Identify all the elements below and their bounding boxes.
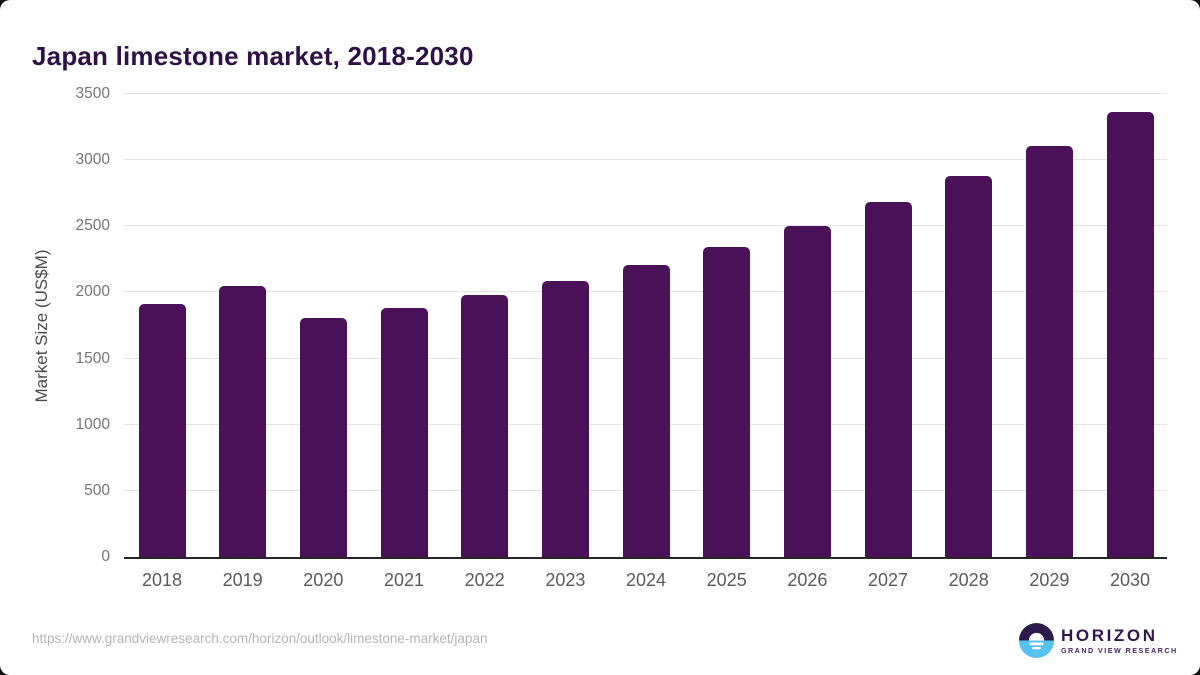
- plot-area: 0 500 1000 1500 2000 2500 3000 3500: [76, 85, 1167, 565]
- x-tick-label-2027: 2027: [867, 570, 909, 590]
- y-axis-title: Market Size (US$M): [32, 249, 51, 403]
- brand-name: HORIZON: [1061, 625, 1158, 645]
- x-tick-label-2026: 2026: [787, 570, 828, 590]
- bar-2026[interactable]: [783, 226, 831, 557]
- gridline-3000: [124, 159, 1167, 161]
- x-tick-label-2028: 2028: [948, 570, 989, 590]
- brand-subtitle: GRAND VIEW RESEARCH: [1061, 645, 1178, 655]
- bar-2027[interactable]: [864, 202, 912, 557]
- horizon-sunset-icon: [1019, 623, 1054, 658]
- y-tick-label-0: 0: [101, 548, 110, 565]
- bar-2022[interactable]: [461, 295, 509, 557]
- x-tick-label-2023: 2023: [545, 570, 586, 590]
- y-tick-label-1000: 1000: [75, 415, 110, 433]
- gridline-2500: [124, 225, 1167, 227]
- y-tick-label-3000: 3000: [75, 151, 110, 169]
- x-tick-label-2019: 2019: [222, 570, 263, 590]
- x-tick-label-2029: 2029: [1029, 570, 1070, 590]
- x-tick-label-2020: 2020: [303, 570, 344, 590]
- source-url: https://www.grandviewresearch.com/horizo…: [32, 631, 488, 646]
- x-tick-label-2018: 2018: [141, 570, 183, 590]
- y-tick-label-1500: 1500: [75, 349, 110, 367]
- x-tick-label-2030: 2030: [1110, 570, 1151, 590]
- y-tick-label-2500: 2500: [75, 217, 110, 235]
- bar-2019[interactable]: [219, 285, 267, 557]
- y-tick-label-2000: 2000: [75, 283, 110, 301]
- bar-2021[interactable]: [380, 307, 428, 557]
- bar-2030[interactable]: [1106, 111, 1154, 557]
- gridline-3500: [124, 93, 1167, 94]
- x-axis-labels: 2018 2019 2020 2021 2022 2023 2024 2025 2026 2027…: [124, 570, 1167, 594]
- y-tick-label-3500: 3500: [75, 85, 110, 102]
- y-tick-label-500: 500: [84, 481, 110, 499]
- brand-text-block: HORIZON GRAND VIEW RESEARCH: [1061, 627, 1178, 654]
- x-tick-label-2025: 2025: [706, 570, 747, 590]
- bar-2020[interactable]: [299, 318, 347, 557]
- chart-title: Japan limestone market, 2018-2030: [32, 41, 474, 72]
- x-tick-label-2022: 2022: [464, 570, 505, 590]
- bar-2023[interactable]: [541, 280, 589, 557]
- brand-logo: HORIZON GRAND VIEW RESEARCH: [1019, 623, 1178, 658]
- bar-2029[interactable]: [1025, 145, 1073, 557]
- x-tick-label-2021: 2021: [383, 570, 425, 590]
- bar-2018[interactable]: [138, 304, 186, 557]
- bar-2028[interactable]: [945, 176, 993, 557]
- bar-2024[interactable]: [622, 264, 670, 557]
- bar-2025[interactable]: [703, 246, 751, 557]
- x-tick-label-2024: 2024: [625, 570, 667, 590]
